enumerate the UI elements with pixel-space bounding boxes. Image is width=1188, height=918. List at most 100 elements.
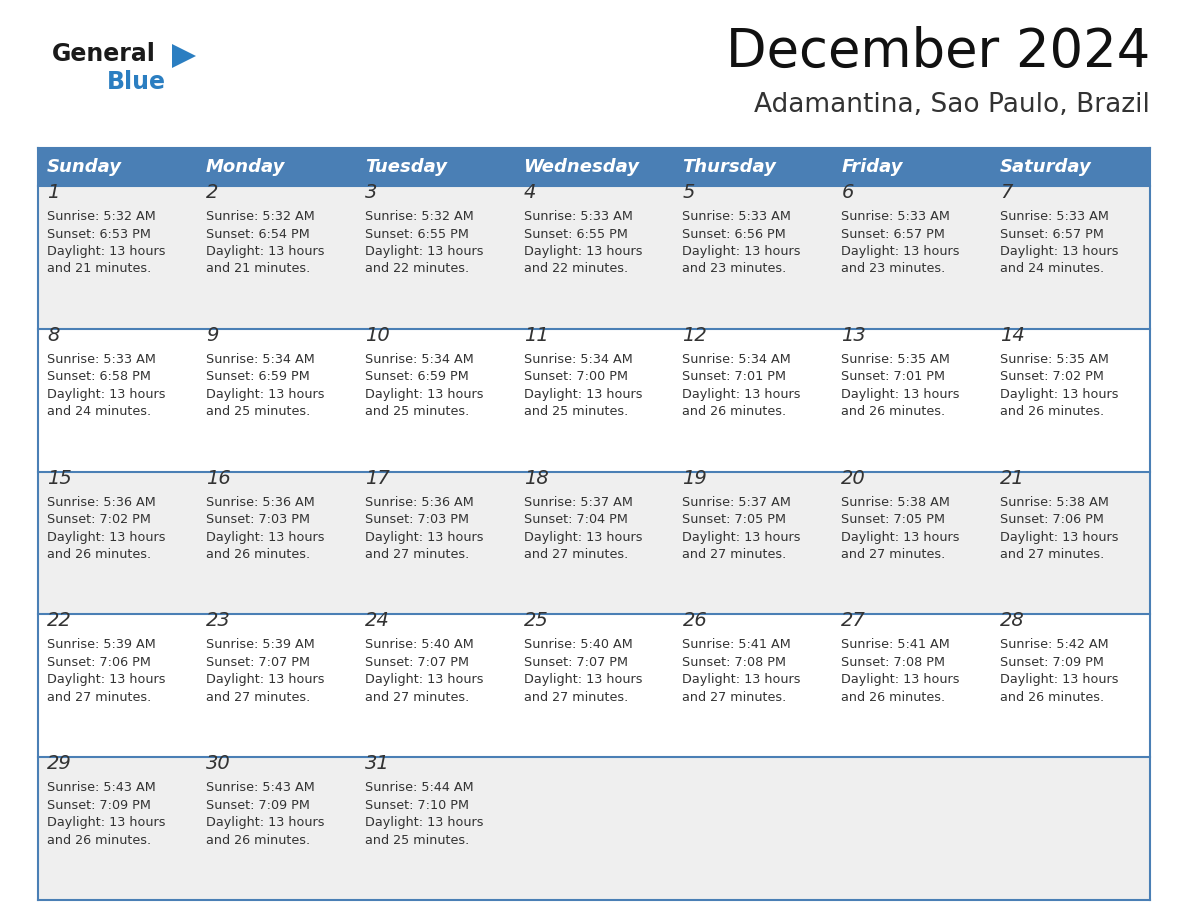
Text: Daylight: 13 hours: Daylight: 13 hours [524,245,642,258]
Text: 27: 27 [841,611,866,631]
Text: Sunset: 7:01 PM: Sunset: 7:01 PM [682,370,786,384]
Text: and 27 minutes.: and 27 minutes. [48,691,151,704]
Text: Sunset: 7:03 PM: Sunset: 7:03 PM [365,513,469,526]
Text: Daylight: 13 hours: Daylight: 13 hours [524,531,642,543]
Text: Adamantina, Sao Paulo, Brazil: Adamantina, Sao Paulo, Brazil [754,92,1150,118]
Text: Thursday: Thursday [682,158,776,176]
Text: and 25 minutes.: and 25 minutes. [206,406,310,419]
Text: Saturday: Saturday [1000,158,1092,176]
Text: Daylight: 13 hours: Daylight: 13 hours [48,245,165,258]
Text: Sunset: 6:53 PM: Sunset: 6:53 PM [48,228,151,241]
Text: Daylight: 13 hours: Daylight: 13 hours [524,387,642,401]
Text: Wednesday: Wednesday [524,158,639,176]
Text: Daylight: 13 hours: Daylight: 13 hours [365,674,484,687]
Text: and 23 minutes.: and 23 minutes. [682,263,786,275]
Text: Sunrise: 5:32 AM: Sunrise: 5:32 AM [48,210,156,223]
Text: Sunset: 7:08 PM: Sunset: 7:08 PM [841,655,946,669]
Text: Sunday: Sunday [48,158,122,176]
Text: Sunset: 7:06 PM: Sunset: 7:06 PM [48,655,151,669]
Text: Sunrise: 5:41 AM: Sunrise: 5:41 AM [682,638,791,652]
Text: Daylight: 13 hours: Daylight: 13 hours [206,674,324,687]
Text: Daylight: 13 hours: Daylight: 13 hours [48,816,165,829]
Text: Sunset: 7:07 PM: Sunset: 7:07 PM [524,655,627,669]
Text: Sunrise: 5:37 AM: Sunrise: 5:37 AM [524,496,632,509]
Text: Sunset: 7:07 PM: Sunset: 7:07 PM [206,655,310,669]
Text: and 21 minutes.: and 21 minutes. [48,263,151,275]
Text: 5: 5 [682,183,695,202]
Text: and 26 minutes.: and 26 minutes. [1000,691,1105,704]
Text: and 27 minutes.: and 27 minutes. [682,548,786,561]
Text: Sunset: 7:07 PM: Sunset: 7:07 PM [365,655,469,669]
Text: 9: 9 [206,326,219,345]
Text: Daylight: 13 hours: Daylight: 13 hours [48,387,165,401]
Text: Daylight: 13 hours: Daylight: 13 hours [1000,387,1119,401]
Text: Tuesday: Tuesday [365,158,447,176]
Text: and 24 minutes.: and 24 minutes. [48,406,151,419]
Text: Daylight: 13 hours: Daylight: 13 hours [365,245,484,258]
Text: Sunrise: 5:37 AM: Sunrise: 5:37 AM [682,496,791,509]
Text: 12: 12 [682,326,707,345]
Text: Sunrise: 5:41 AM: Sunrise: 5:41 AM [841,638,950,652]
Text: 7: 7 [1000,183,1012,202]
Text: and 22 minutes.: and 22 minutes. [365,263,469,275]
Text: Sunrise: 5:43 AM: Sunrise: 5:43 AM [48,781,156,794]
Text: Blue: Blue [107,70,166,94]
Text: 17: 17 [365,468,390,487]
Text: Sunrise: 5:34 AM: Sunrise: 5:34 AM [524,353,632,365]
Text: Sunset: 7:00 PM: Sunset: 7:00 PM [524,370,627,384]
Text: 29: 29 [48,755,71,773]
Text: Sunrise: 5:35 AM: Sunrise: 5:35 AM [1000,353,1110,365]
Text: and 24 minutes.: and 24 minutes. [1000,263,1105,275]
Text: Sunrise: 5:36 AM: Sunrise: 5:36 AM [365,496,474,509]
Text: 19: 19 [682,468,707,487]
Text: Sunrise: 5:33 AM: Sunrise: 5:33 AM [524,210,632,223]
Text: Sunrise: 5:33 AM: Sunrise: 5:33 AM [1000,210,1110,223]
Text: General: General [52,42,156,66]
Text: Sunset: 7:03 PM: Sunset: 7:03 PM [206,513,310,526]
Text: 15: 15 [48,468,71,487]
Text: Daylight: 13 hours: Daylight: 13 hours [524,674,642,687]
Text: Daylight: 13 hours: Daylight: 13 hours [48,674,165,687]
Text: Daylight: 13 hours: Daylight: 13 hours [365,816,484,829]
Text: Sunrise: 5:44 AM: Sunrise: 5:44 AM [365,781,473,794]
Text: Sunrise: 5:40 AM: Sunrise: 5:40 AM [524,638,632,652]
Text: 30: 30 [206,755,230,773]
Bar [38,329,1150,472]
Text: and 27 minutes.: and 27 minutes. [365,691,469,704]
Text: Sunset: 7:05 PM: Sunset: 7:05 PM [682,513,786,526]
Text: Daylight: 13 hours: Daylight: 13 hours [682,387,801,401]
Text: Daylight: 13 hours: Daylight: 13 hours [365,387,484,401]
Text: and 22 minutes.: and 22 minutes. [524,263,627,275]
Text: Daylight: 13 hours: Daylight: 13 hours [48,531,165,543]
Text: and 26 minutes.: and 26 minutes. [841,406,946,419]
Text: 24: 24 [365,611,390,631]
Text: Sunrise: 5:39 AM: Sunrise: 5:39 AM [48,638,156,652]
Text: and 26 minutes.: and 26 minutes. [206,548,310,561]
Text: 3: 3 [365,183,377,202]
Text: and 26 minutes.: and 26 minutes. [48,548,151,561]
Text: Sunrise: 5:34 AM: Sunrise: 5:34 AM [682,353,791,365]
Text: and 25 minutes.: and 25 minutes. [524,406,627,419]
Text: Sunrise: 5:32 AM: Sunrise: 5:32 AM [365,210,474,223]
Text: 8: 8 [48,326,59,345]
Text: Sunset: 6:55 PM: Sunset: 6:55 PM [524,228,627,241]
Text: Daylight: 13 hours: Daylight: 13 hours [1000,674,1119,687]
Text: Sunset: 7:01 PM: Sunset: 7:01 PM [841,370,946,384]
Text: Sunset: 6:54 PM: Sunset: 6:54 PM [206,228,310,241]
Text: 11: 11 [524,326,549,345]
Text: Sunset: 7:09 PM: Sunset: 7:09 PM [48,799,151,812]
Text: Sunset: 6:57 PM: Sunset: 6:57 PM [1000,228,1104,241]
Text: and 27 minutes.: and 27 minutes. [524,691,627,704]
Text: Daylight: 13 hours: Daylight: 13 hours [841,245,960,258]
Text: Monday: Monday [206,158,285,176]
Text: and 25 minutes.: and 25 minutes. [365,406,469,419]
Text: 4: 4 [524,183,536,202]
Text: 6: 6 [841,183,854,202]
Text: 31: 31 [365,755,390,773]
Text: Sunrise: 5:36 AM: Sunrise: 5:36 AM [48,496,156,509]
Text: Daylight: 13 hours: Daylight: 13 hours [1000,531,1119,543]
Text: Sunrise: 5:38 AM: Sunrise: 5:38 AM [1000,496,1110,509]
Text: 25: 25 [524,611,549,631]
Text: and 21 minutes.: and 21 minutes. [206,263,310,275]
Text: Daylight: 13 hours: Daylight: 13 hours [1000,245,1119,258]
